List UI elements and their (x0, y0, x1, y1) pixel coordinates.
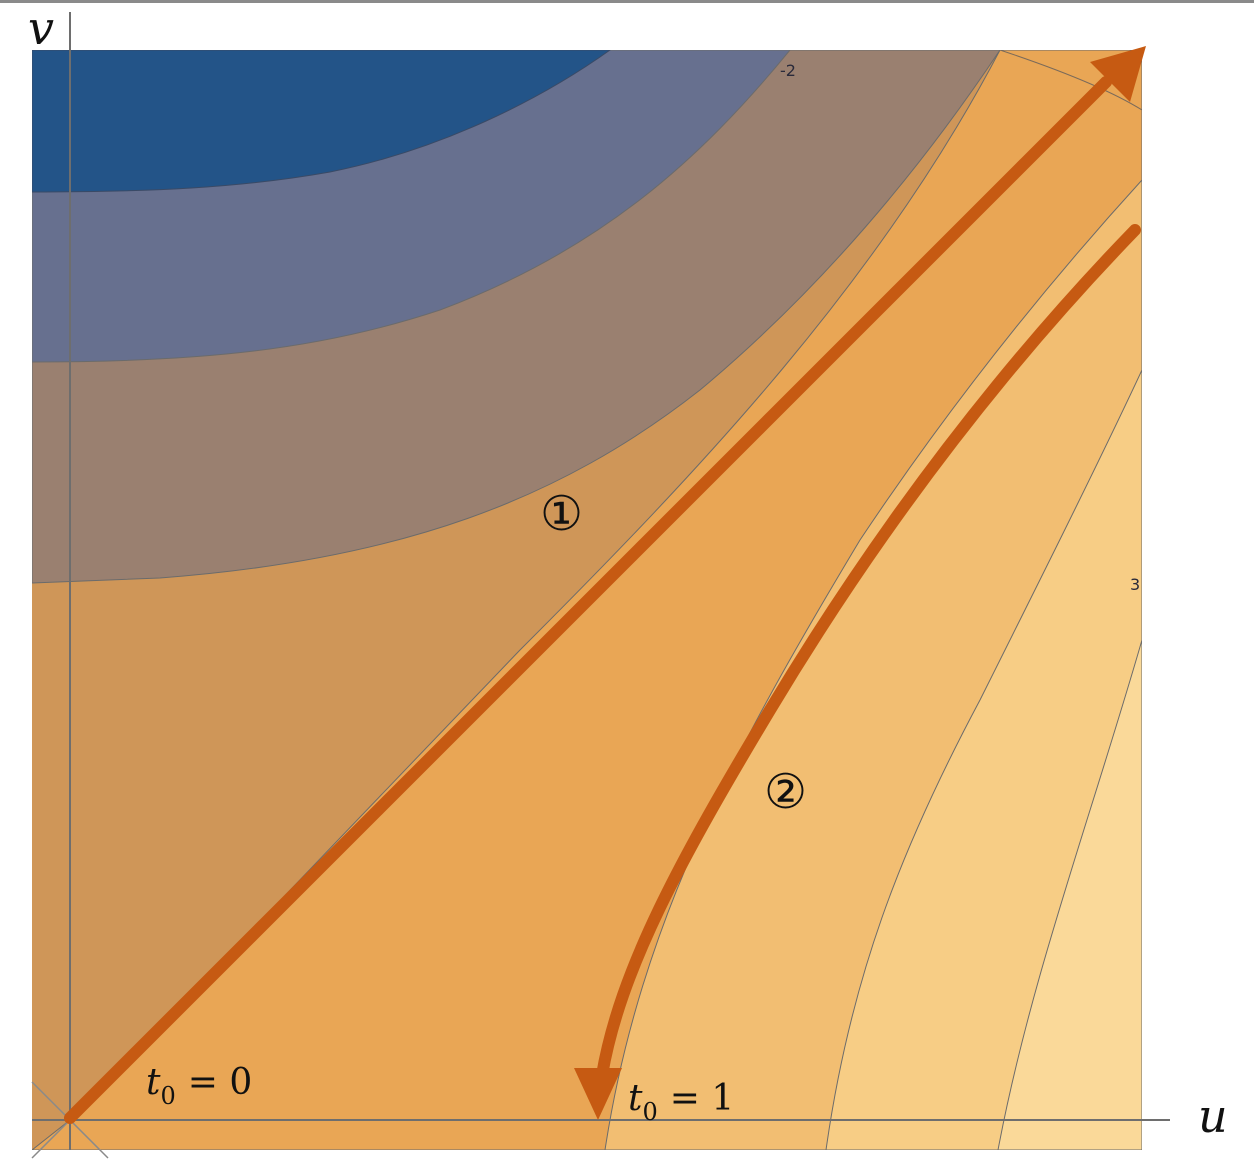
path-1-start-var: t (146, 1062, 161, 1103)
origin-mark-b (31, 1119, 71, 1159)
path-1-start-label: t0 = 0 (146, 1062, 252, 1110)
path-2 (574, 224, 1141, 1120)
band-dark-blue (32, 50, 611, 193)
u-axis-label: u (1198, 1089, 1228, 1143)
path-1-label: ① (540, 486, 583, 542)
contour-label-minus-2: -2 (780, 61, 796, 80)
path-1 (64, 46, 1146, 1124)
path-2-arrowhead (574, 1068, 622, 1120)
path-2-curve (596, 224, 1141, 1081)
path-2-start-var: t (628, 1078, 643, 1119)
path-2-start-sub: 0 (642, 1098, 657, 1126)
top-border (0, 0, 1254, 3)
path-2-start-label: t0 = 1 (628, 1078, 734, 1126)
path-2-label: ② (764, 764, 807, 820)
path-1-line (64, 76, 1112, 1124)
band-peach (997, 639, 1142, 1150)
path-1-arrowhead (1090, 46, 1146, 102)
path-2-start-eq: = 1 (670, 1078, 735, 1119)
v-axis-label: v (28, 1, 54, 55)
path-1-start-sub: 0 (160, 1082, 175, 1110)
contour-label-3: 3 (1130, 575, 1140, 594)
contour-line-inner (999, 50, 1142, 111)
path-1-start-eq: = 0 (188, 1062, 253, 1103)
